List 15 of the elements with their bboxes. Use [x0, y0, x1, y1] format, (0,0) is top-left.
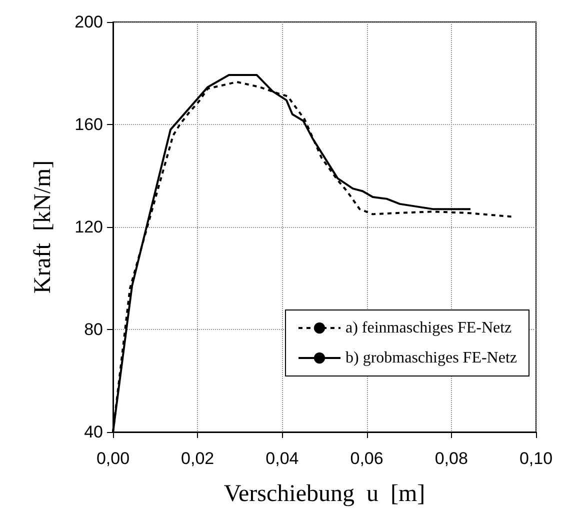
x-tick-label: 0,00 [96, 449, 130, 468]
y-tick-label: 120 [74, 218, 103, 236]
x-tick-label: 0,08 [434, 449, 468, 468]
x-tick-label: 0,10 [519, 449, 553, 468]
y-tick-label: 200 [74, 12, 103, 32]
y-tick-label: 80 [84, 320, 103, 339]
x-axis-title: Verschiebung u [m] [224, 481, 426, 507]
legend-label: b) grobmaschiges FE-Netz [345, 350, 518, 366]
y-tick-label: 160 [74, 115, 103, 134]
x-tick-label: 0,06 [350, 449, 384, 468]
legend-label: a) feinmaschiges FE-Netz [345, 320, 512, 336]
y-axis-title: Kraft [kN/m] [30, 160, 56, 294]
x-tick-label: 0,04 [266, 449, 299, 468]
x-tick-label: 0,02 [181, 449, 214, 468]
y-tick-label: 40 [84, 422, 103, 442]
